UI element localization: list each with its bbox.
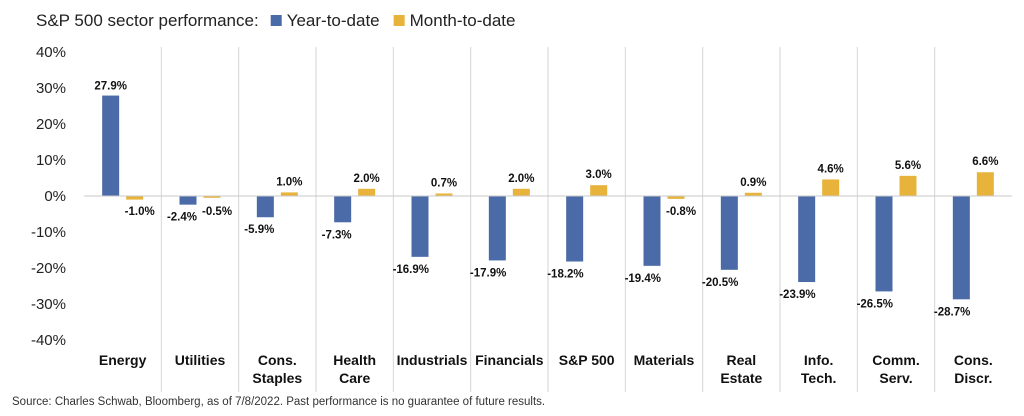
x-tick-label: Energy	[99, 352, 147, 368]
data-label-month-to-date: 4.6%	[818, 163, 844, 175]
y-axis: 40% 30% 20% 10% 0% -10% -20% -30% -40%	[31, 44, 66, 349]
x-tick-label: Materials	[634, 352, 695, 368]
x-tick-label: Health	[333, 352, 376, 368]
legend-swatch-month-to-date	[393, 15, 405, 26]
source-note: Source: Charles Schwab, Bloomberg, as of…	[12, 396, 546, 408]
data-label-month-to-date: -0.8%	[666, 206, 696, 218]
bar-month-to-date-utilities	[203, 196, 221, 198]
x-tick-label: Financials	[475, 352, 544, 368]
data-labels: 27.9% -1.0% -2.4% -0.5% -5.9% 1.0% -7.3% 2.0% -1…	[94, 81, 998, 319]
x-tick-label: Real	[727, 352, 757, 368]
bar-year-to-date-comm-serv	[875, 196, 893, 292]
bar-month-to-date-comm-serv	[899, 175, 917, 196]
bar-year-to-date-energy	[102, 95, 120, 196]
legend: Year-to-date Month-to-date	[270, 11, 516, 30]
data-label-year-to-date: -2.4%	[167, 212, 197, 224]
data-label-month-to-date: -1.0%	[125, 206, 155, 218]
data-label-month-to-date: 2.0%	[354, 173, 380, 185]
bar-year-to-date-info-tech	[798, 196, 816, 283]
bar-month-to-date-info-tech	[822, 179, 840, 196]
x-tick-label: Comm.	[872, 352, 919, 368]
legend-swatch-year-to-date	[270, 15, 282, 26]
data-label-month-to-date: 1.0%	[276, 176, 302, 188]
legend-label-month-to-date: Month-to-date	[410, 11, 516, 30]
bar-month-to-date-financials	[512, 188, 530, 196]
data-label-year-to-date: -19.4%	[625, 273, 661, 285]
x-tick-label: Cons.	[954, 352, 993, 368]
bar-month-to-date-materials	[667, 196, 685, 199]
data-label-year-to-date: -5.9%	[244, 224, 274, 236]
bar-month-to-date-s-p-500	[590, 185, 608, 196]
y-tick-label: -30%	[31, 296, 66, 313]
y-tick-label: 10%	[36, 152, 66, 169]
data-label-year-to-date: -7.3%	[322, 229, 352, 241]
bar-month-to-date-cons-discr	[976, 172, 994, 196]
x-tick-label: Estate	[720, 370, 762, 386]
y-tick-label: 20%	[36, 116, 66, 133]
chart-title: S&P 500 sector performance:	[36, 11, 259, 30]
x-tick-label: Cons.	[258, 352, 297, 368]
x-tick-label: Serv.	[879, 370, 912, 386]
x-tick-label: Tech.	[801, 370, 837, 386]
bar-month-to-date-health-care	[358, 188, 376, 196]
bar-year-to-date-cons-discr	[952, 196, 970, 300]
data-label-month-to-date: -0.5%	[202, 206, 232, 218]
y-tick-label: -10%	[31, 224, 66, 241]
bar-year-to-date-health-care	[334, 196, 352, 223]
y-tick-label: 30%	[36, 80, 66, 97]
x-tick-label: Utilities	[175, 352, 226, 368]
data-label-month-to-date: 0.9%	[740, 177, 766, 189]
bar-year-to-date-materials	[643, 196, 661, 266]
bars	[102, 95, 994, 300]
data-label-month-to-date: 3.0%	[586, 169, 612, 181]
sector-performance-chart: S&P 500 sector performance: Year-to-date…	[31, 11, 1012, 392]
data-label-month-to-date: 5.6%	[895, 160, 921, 172]
y-tick-label: -20%	[31, 260, 66, 277]
legend-label-year-to-date: Year-to-date	[287, 11, 380, 30]
x-tick-label: S&P 500	[559, 352, 615, 368]
data-label-month-to-date: 2.0%	[508, 173, 534, 185]
bar-month-to-date-industrials	[435, 193, 453, 196]
x-tick-label: Care	[339, 370, 370, 386]
bar-year-to-date-s-p-500	[566, 196, 584, 262]
data-label-year-to-date: -20.5%	[702, 277, 738, 289]
x-axis: Energy Utilities Cons. Staples Health Care Ind…	[99, 352, 993, 386]
bar-year-to-date-real-estate	[720, 196, 738, 270]
x-tick-label: Info.	[804, 352, 834, 368]
bar-year-to-date-financials	[488, 196, 506, 261]
x-tick-label: Staples	[252, 370, 302, 386]
data-label-year-to-date: 27.9%	[94, 81, 127, 93]
data-label-year-to-date: -26.5%	[857, 298, 893, 310]
bar-month-to-date-real-estate	[744, 192, 762, 196]
data-label-year-to-date: -28.7%	[934, 306, 970, 318]
data-label-month-to-date: 0.7%	[431, 177, 457, 189]
x-tick-label: Industrials	[397, 352, 468, 368]
data-label-year-to-date: -18.2%	[547, 269, 583, 281]
data-label-year-to-date: -16.9%	[393, 264, 429, 276]
data-label-year-to-date: -17.9%	[470, 267, 506, 279]
data-label-year-to-date: -23.9%	[779, 289, 815, 301]
bar-year-to-date-utilities	[179, 196, 197, 205]
y-tick-label: 40%	[36, 44, 66, 61]
x-tick-label: Discr.	[954, 370, 992, 386]
y-tick-label: -40%	[31, 332, 66, 349]
category-separators	[160, 47, 936, 392]
bar-year-to-date-industrials	[411, 196, 429, 257]
data-label-month-to-date: 6.6%	[972, 156, 998, 168]
bar-year-to-date-cons-staples	[256, 196, 274, 218]
y-tick-label: 0%	[44, 188, 66, 205]
bar-month-to-date-energy	[126, 196, 144, 200]
bar-month-to-date-cons-staples	[280, 192, 298, 196]
